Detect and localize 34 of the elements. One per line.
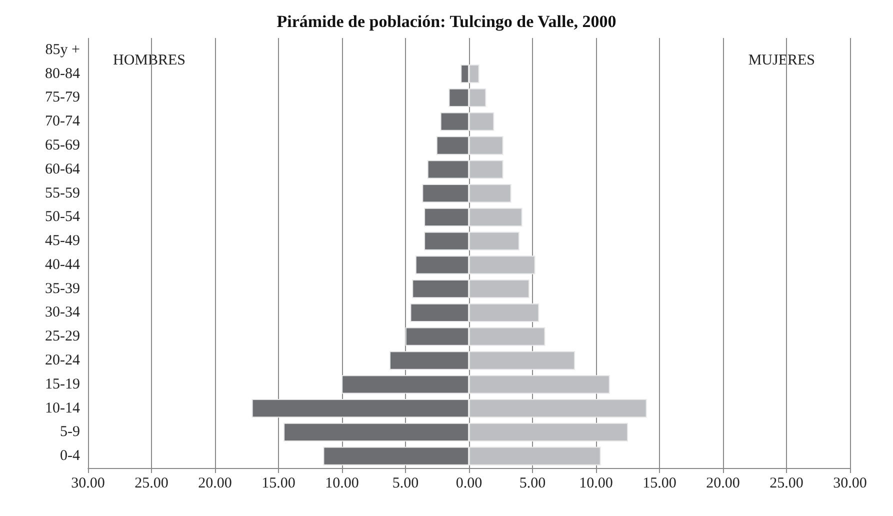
y-tick-label: 10-14 [45,400,80,416]
x-tick-label: 15.00 [642,476,676,492]
y-tick-label: 5-9 [60,424,80,440]
y-tick-label: 55-59 [45,185,80,202]
x-tick-label: 30.00 [71,476,105,492]
x-tick-label: 10.00 [579,476,613,492]
y-tick-label: 20-24 [45,352,80,368]
y-tick-label: 75-79 [45,90,80,106]
y-tick-label: 15-19 [45,376,80,392]
y-tick-label: 0-4 [60,448,80,464]
y-tick-label: 70-74 [45,114,80,130]
x-tick-label: 30.00 [833,476,867,492]
y-tick-label: 50-54 [45,209,80,226]
x-tick-label: 15.00 [262,476,296,492]
x-tick-label: 5.00 [392,476,419,492]
y-tick-label: 80-84 [45,66,80,82]
y-tick-label: 85y + [45,42,80,58]
x-tick-label: 20.00 [198,476,232,492]
x-tick-label: 25.00 [770,476,804,492]
x-tick-label: 25.00 [134,476,168,492]
y-tick-label: 30-34 [45,304,80,321]
y-tick-label: 40-44 [45,256,80,273]
x-tick-label: 5.00 [519,476,546,492]
x-tick-label: 0.00 [456,476,482,492]
y-tick-label: 65-69 [45,138,80,154]
y-tick-label: 45-49 [45,233,80,250]
y-tick-label: 35-39 [45,280,80,297]
y-tick-label: 60-64 [45,161,80,178]
x-tick-label: 10.00 [325,476,359,492]
annotation: MUJERES [748,52,816,68]
chart-title: Pirámide de población: Tulcingo de Valle, 2000 [276,12,616,31]
x-tick-label: 20.00 [706,476,740,492]
annotation: HOMBRES [113,52,186,68]
y-tick-label: 25-29 [45,328,80,345]
